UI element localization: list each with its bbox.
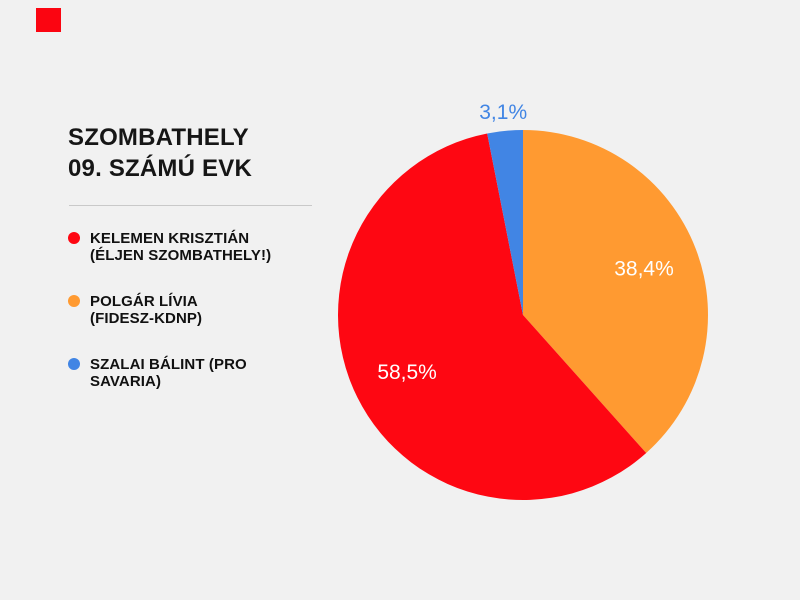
title-divider xyxy=(69,205,312,206)
chart-header-and-legend: SZOMBATHELY 09. SZÁMÚ EVK KELEMEN KRISZT… xyxy=(68,122,313,419)
legend-color-dot xyxy=(68,232,80,244)
chart-title-line-2: 09. SZÁMÚ EVK xyxy=(68,155,252,182)
slice-label-1: 38,4% xyxy=(614,257,674,280)
legend-item: KELEMEN KRISZTIÁN (ÉLJEN SZOMBATHELY!) xyxy=(68,230,313,264)
legend-color-dot xyxy=(68,358,80,370)
chart-title: SZOMBATHELY 09. SZÁMÚ EVK xyxy=(68,122,313,184)
brand-logo-square xyxy=(36,8,61,32)
legend-item: POLGÁR LÍVIA (FIDESZ-KDNP) xyxy=(68,293,313,327)
legend-item-label: KELEMEN KRISZTIÁN (ÉLJEN SZOMBATHELY!) xyxy=(90,230,272,264)
legend: KELEMEN KRISZTIÁN (ÉLJEN SZOMBATHELY!) P… xyxy=(68,230,313,390)
pie-slice-2[interactable] xyxy=(487,130,523,315)
legend-item-label: POLGÁR LÍVIA (FIDESZ-KDNP) xyxy=(90,293,203,327)
chart-title-line-1: SZOMBATHELY xyxy=(68,124,249,151)
slice-label-0: 58,5% xyxy=(377,361,437,384)
legend-item-label: SZALAI BÁLINT (PRO SAVARIA) xyxy=(90,356,247,390)
legend-item: SZALAI BÁLINT (PRO SAVARIA) xyxy=(68,356,313,390)
legend-color-dot xyxy=(68,295,80,307)
slice-label-2: 3,1% xyxy=(479,101,527,124)
pie-slice-0[interactable] xyxy=(337,133,647,501)
pie-slice-1[interactable] xyxy=(523,130,708,453)
pie-chart: 38,4% 58,5% 3,1% xyxy=(337,101,708,501)
